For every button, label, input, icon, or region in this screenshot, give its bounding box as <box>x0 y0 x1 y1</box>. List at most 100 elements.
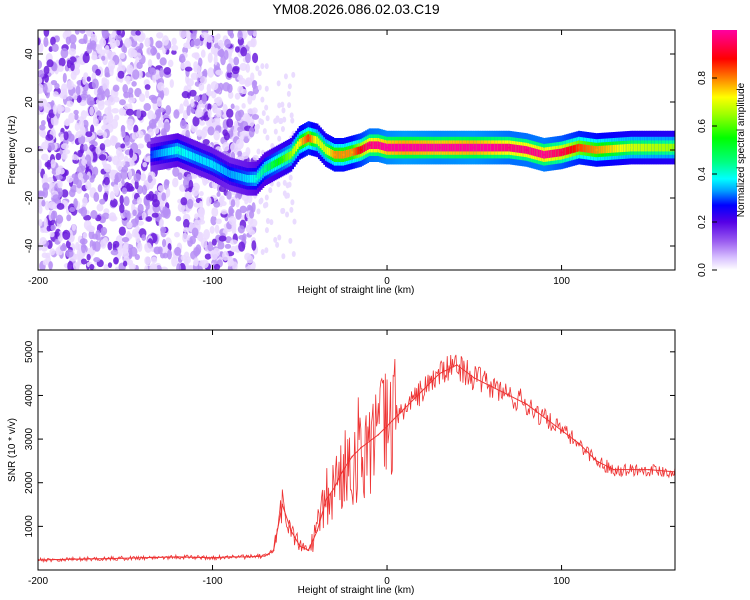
noise-speckle <box>48 201 57 209</box>
snr-point <box>211 556 214 559</box>
ridge-cell <box>188 151 192 159</box>
ridge-cell <box>464 143 467 152</box>
ridge-cell <box>485 143 488 152</box>
ridge-cell <box>555 149 558 157</box>
noise-speckle <box>286 90 291 97</box>
noise-speckle <box>190 72 199 81</box>
y-tick-label: 0 <box>24 147 35 153</box>
noise-speckle <box>72 253 80 260</box>
noise-speckle <box>135 30 141 36</box>
noise-speckle <box>149 67 157 76</box>
snr-point <box>560 429 563 432</box>
noise-speckle <box>60 244 67 252</box>
noise-speckle <box>109 65 114 73</box>
noise-speckle <box>126 64 134 75</box>
noise-speckle <box>214 108 222 114</box>
noise-speckle <box>188 179 194 190</box>
noise-speckle <box>222 250 229 261</box>
noise-speckle <box>192 30 198 36</box>
ridge-cell <box>461 143 464 152</box>
ridge-cell <box>667 143 670 152</box>
ridge-cell <box>653 143 656 152</box>
noise-speckle <box>120 143 126 149</box>
ridge-cell <box>265 164 268 173</box>
noise-speckle <box>89 40 97 50</box>
noise-speckle <box>156 52 161 60</box>
noise-speckle <box>182 46 189 55</box>
noise-speckle <box>144 242 153 253</box>
snr-point <box>403 407 406 410</box>
ridge-point <box>560 151 563 154</box>
ridge-cell <box>312 135 315 144</box>
snr-point <box>290 529 292 532</box>
noise-speckle <box>137 203 144 214</box>
noise-speckle <box>113 96 120 103</box>
noise-speckle <box>131 81 137 87</box>
noise-speckle <box>161 239 167 248</box>
noise-speckle <box>44 74 49 83</box>
noise-speckle <box>62 200 69 207</box>
noise-speckle <box>231 67 240 75</box>
ridge-cell <box>480 143 483 152</box>
noise-speckle <box>255 123 260 130</box>
x-tick-label: 100 <box>553 576 570 587</box>
ridge-cell <box>400 143 403 152</box>
noise-speckle <box>129 246 138 257</box>
noise-speckle <box>75 242 80 251</box>
noise-speckle <box>66 80 74 90</box>
noise-speckle <box>40 119 46 126</box>
noise-speckle <box>222 103 228 114</box>
noise-speckle <box>210 46 216 55</box>
noise-speckle <box>213 130 220 141</box>
ridge-cell <box>483 143 486 152</box>
ridge-cell <box>153 150 157 158</box>
ridge-cell <box>492 143 495 152</box>
noise-speckle <box>66 96 73 102</box>
noise-speckle <box>206 196 212 206</box>
ridge-cell <box>375 141 378 150</box>
noise-speckle <box>283 73 288 80</box>
ridge-cell <box>441 143 445 152</box>
ridge-cell <box>223 167 226 175</box>
ridge-cell <box>455 143 459 152</box>
ridge-cell <box>550 150 553 158</box>
noise-speckle <box>145 133 152 142</box>
ridge-cell <box>319 140 322 149</box>
ridge-cell <box>551 149 555 158</box>
ridge-cell <box>429 143 432 152</box>
noise-speckle <box>223 132 230 141</box>
colorbar-tick-label: 0.8 <box>697 71 708 85</box>
ridge-point <box>473 146 476 149</box>
noise-speckle <box>180 197 188 206</box>
noise-speckle <box>273 128 278 135</box>
noise-speckle <box>241 30 248 39</box>
noise-speckle <box>129 148 134 158</box>
ridge-cell <box>269 162 272 171</box>
ridge-cell <box>515 144 518 153</box>
noise-speckle <box>211 207 219 218</box>
ridge-cell <box>167 147 171 156</box>
noise-speckle <box>230 142 238 153</box>
snr-point <box>325 499 327 501</box>
noise-speckle <box>265 115 270 122</box>
ridge-cell <box>647 143 651 152</box>
ridge-cell <box>185 149 188 158</box>
noise-speckle <box>157 91 164 99</box>
ridge-cell <box>394 143 397 152</box>
noise-speckle <box>43 65 50 75</box>
noise-speckle <box>134 179 139 190</box>
noise-speckle <box>71 154 78 161</box>
ridge-cell <box>656 143 659 152</box>
noise-speckle <box>132 209 137 217</box>
noise-speckle <box>144 256 151 266</box>
noise-speckle <box>96 203 104 212</box>
noise-speckle <box>181 90 190 99</box>
noise-speckle <box>57 105 63 115</box>
snr-point <box>72 558 74 560</box>
ridge-point <box>211 163 214 166</box>
spectrogram-x-axis: -200 -100 0 100 <box>28 30 570 287</box>
ridge-cell <box>544 150 548 159</box>
ridge-cell <box>225 168 228 176</box>
ridge-cell <box>433 143 436 152</box>
noise-speckle <box>186 78 194 87</box>
